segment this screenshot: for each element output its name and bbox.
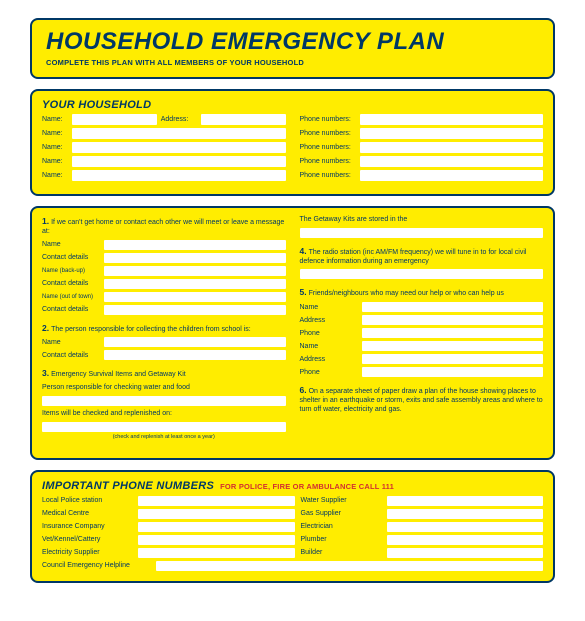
q1-contact-backup[interactable] (104, 279, 286, 289)
phone-field[interactable] (387, 535, 544, 545)
phone-field[interactable] (387, 496, 544, 506)
q1-contact-oot[interactable] (104, 305, 286, 315)
phone-field[interactable] (387, 509, 544, 519)
q2: 2.The person responsible for collecting … (42, 323, 286, 361)
phone-field[interactable] (138, 509, 295, 519)
q5-address2[interactable] (362, 354, 544, 364)
q1-name[interactable] (104, 240, 286, 250)
emergency-text: FOR POLICE, FIRE OR AMBULANCE CALL 111 (220, 482, 394, 491)
plan-right: The Getaway Kits are stored in the 4.The… (300, 216, 544, 448)
phone-field[interactable] (387, 548, 544, 558)
plan-left: 1.If we can't get home or contact each o… (42, 216, 286, 448)
name-label: Name: (42, 116, 68, 123)
q5-name1[interactable] (362, 302, 544, 312)
q5-address1[interactable] (362, 315, 544, 325)
phone-field[interactable] (360, 114, 544, 125)
q3-note: (check and replenish at least once a yea… (42, 434, 286, 440)
household-panel: YOUR HOUSEHOLD Name: Address: Name: Name… (30, 89, 555, 196)
name-field[interactable] (72, 142, 286, 153)
phone-field[interactable] (156, 561, 543, 571)
subtitle: COMPLETE THIS PLAN WITH ALL MEMBERS OF Y… (46, 58, 539, 67)
q3b: The Getaway Kits are stored in the (300, 216, 544, 238)
q3b-location[interactable] (300, 228, 544, 238)
q1-name-oot[interactable] (104, 292, 286, 302)
phone-field[interactable] (138, 522, 295, 532)
phones-panel: IMPORTANT PHONE NUMBERS FOR POLICE, FIRE… (30, 470, 555, 583)
q1: 1.If we can't get home or contact each o… (42, 216, 286, 315)
name-field[interactable] (72, 114, 157, 125)
q3-person[interactable] (42, 396, 286, 406)
q1-name-backup[interactable] (104, 266, 286, 276)
q5-phone2[interactable] (362, 367, 544, 377)
q4: 4.The radio station (inc AM/FM frequency… (300, 246, 544, 280)
q3-date[interactable] (42, 422, 286, 432)
phone-field[interactable] (387, 522, 544, 532)
phone-grid: Local Police station Water Supplier Medi… (42, 496, 543, 558)
header-panel: HOUSEHOLD EMERGENCY PLAN COMPLETE THIS P… (30, 18, 555, 79)
phone-field[interactable] (138, 548, 295, 558)
main-title: HOUSEHOLD EMERGENCY PLAN (46, 28, 539, 56)
phone-field[interactable] (360, 128, 544, 139)
q2-name[interactable] (104, 337, 286, 347)
address-label: Address: (161, 116, 197, 123)
q4-station[interactable] (300, 269, 544, 279)
q5-phone1[interactable] (362, 328, 544, 338)
address-field[interactable] (201, 114, 286, 125)
plan-panel: 1.If we can't get home or contact each o… (30, 206, 555, 460)
q5-name2[interactable] (362, 341, 544, 351)
phone-field[interactable] (360, 142, 544, 153)
q5: 5.Friends/neighbours who may need our he… (300, 287, 544, 377)
phones-title: IMPORTANT PHONE NUMBERS (42, 480, 214, 492)
household-left: Name: Address: Name: Name: Name: Name: (42, 114, 286, 184)
phone-field[interactable] (360, 170, 544, 181)
household-title: YOUR HOUSEHOLD (42, 99, 68, 111)
name-field[interactable] (72, 156, 286, 167)
household-right: Phone numbers: Phone numbers: Phone numb… (300, 114, 544, 184)
phone-field[interactable] (138, 535, 295, 545)
q3: 3.Emergency Survival Items and Getaway K… (42, 368, 286, 439)
name-field[interactable] (72, 128, 286, 139)
phone-field[interactable] (138, 496, 295, 506)
q6: 6.On a separate sheet of paper draw a pl… (300, 385, 544, 414)
name-field[interactable] (72, 170, 286, 181)
q1-contact[interactable] (104, 253, 286, 263)
phone-field[interactable] (360, 156, 544, 167)
q2-contact[interactable] (104, 350, 286, 360)
